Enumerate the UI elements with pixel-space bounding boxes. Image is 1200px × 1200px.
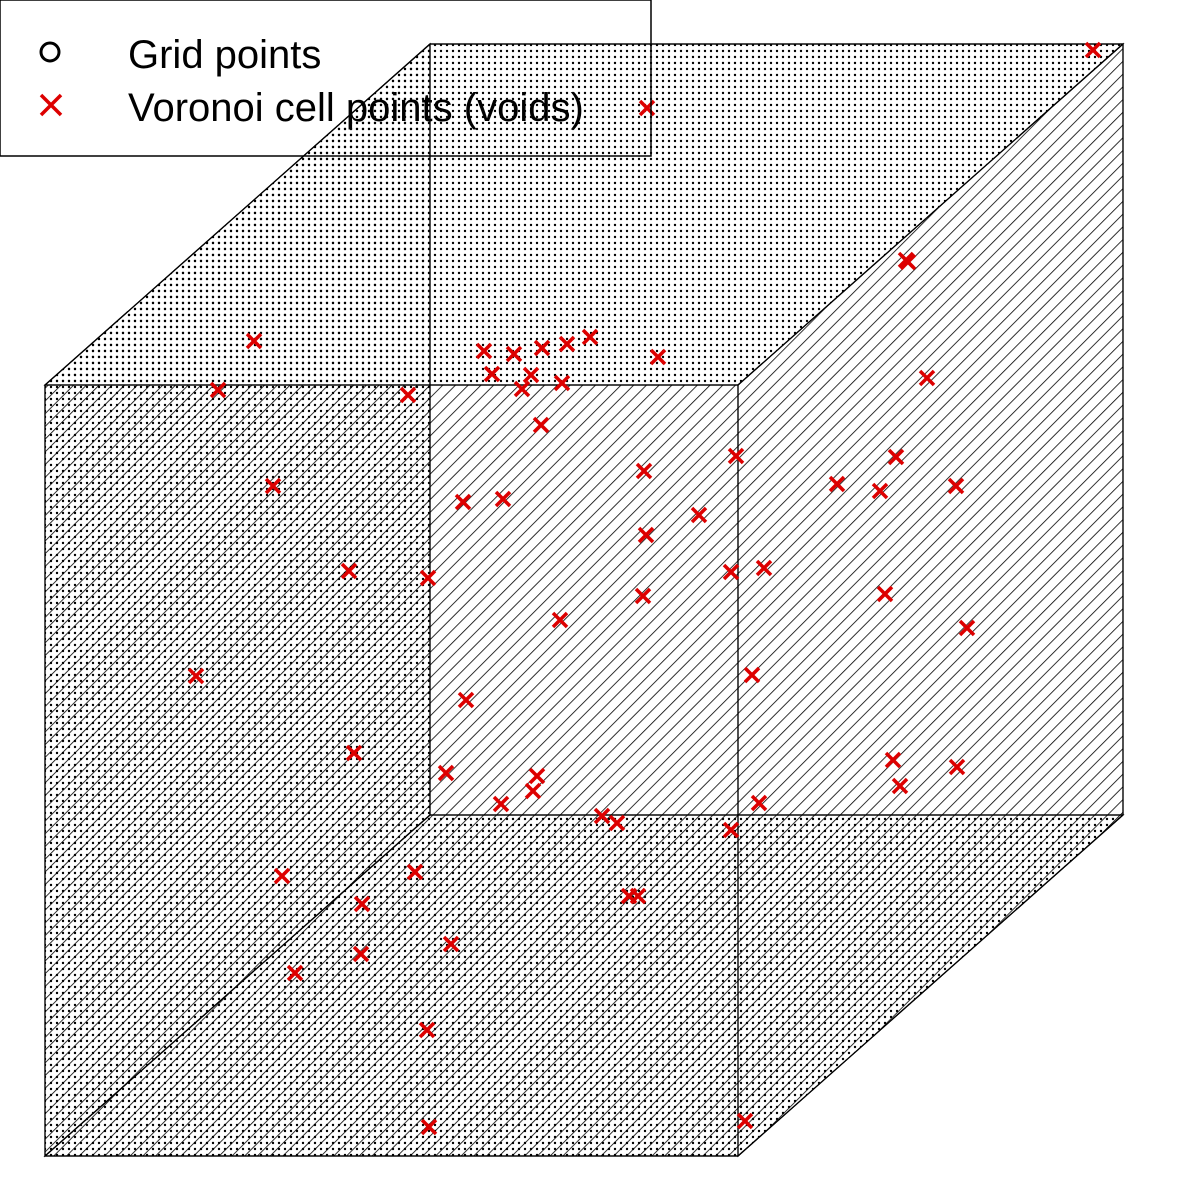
- voronoi-point: [442, 935, 460, 953]
- voronoi-point: [437, 764, 455, 782]
- voronoi-point: [522, 366, 540, 384]
- voronoi-point: [558, 335, 576, 353]
- voronoi-point: [533, 339, 551, 357]
- legend-label-grid-points: Grid points: [128, 33, 321, 77]
- voronoi-point: [918, 369, 936, 387]
- voronoi-point: [505, 345, 523, 363]
- voronoi-point: [492, 795, 510, 813]
- legend-marker-grid-points: [39, 41, 61, 63]
- voronoi-point: [891, 777, 909, 795]
- voronoi-point: [629, 887, 647, 905]
- voronoi-point: [828, 475, 846, 493]
- cube-edge-depth: [737, 814, 1124, 1157]
- voronoi-point: [899, 253, 917, 271]
- voronoi-point: [722, 563, 740, 581]
- voronoi-point: [736, 1112, 754, 1130]
- cube-wireframe: [43, 42, 1125, 1158]
- voronoi-point: [1084, 41, 1102, 59]
- voronoi-point: [264, 477, 282, 495]
- voronoi-point: [634, 587, 652, 605]
- voronoi-point: [722, 821, 740, 839]
- voronoi-point: [209, 381, 227, 399]
- voronoi-point: [876, 585, 894, 603]
- voronoi-point: [494, 490, 512, 508]
- voronoi-point: [454, 493, 472, 511]
- voronoi-point: [635, 462, 653, 480]
- voronoi-point: [457, 691, 475, 709]
- voronoi-point: [947, 477, 965, 495]
- cube-face-front: [44, 384, 739, 1157]
- voronoi-point: [637, 526, 655, 544]
- voronoi-point: [418, 1021, 436, 1039]
- voronoi-point: [743, 666, 761, 684]
- voronoi-point: [871, 482, 889, 500]
- voronoi-point: [245, 332, 263, 350]
- legend-box: [0, 0, 652, 157]
- voronoi-point: [532, 416, 550, 434]
- voronoi-point: [353, 895, 371, 913]
- voronoi-point: [948, 758, 966, 776]
- voronoi-point: [958, 619, 976, 637]
- voronoi-point: [483, 365, 501, 383]
- voronoi-point: [755, 559, 773, 577]
- voronoi-point: [345, 744, 363, 762]
- cube-edge-depth: [737, 43, 1124, 386]
- voronoi-point: [553, 374, 571, 392]
- voronoi-point: [406, 863, 424, 881]
- voronoi-point: [608, 814, 626, 832]
- voronoi-point: [273, 867, 291, 885]
- legend-marker-voronoi: [39, 93, 63, 117]
- voronoi-point: [528, 767, 546, 785]
- legend-label-voronoi: Voronoi cell points (voids): [128, 86, 584, 130]
- voronoi-point: [581, 328, 599, 346]
- legend: Grid points Voronoi cell points (voids): [0, 0, 652, 157]
- voronoi-point: [690, 506, 708, 524]
- voronoi-point: [750, 794, 768, 812]
- voronoi-point: [286, 964, 304, 982]
- cube-edge-depth: [44, 43, 431, 386]
- voronoi-point: [524, 782, 542, 800]
- voronoi-point: [884, 751, 902, 769]
- voronoi-point: [887, 448, 905, 466]
- voronoi-point: [399, 386, 417, 404]
- voronoi-point: [352, 945, 370, 963]
- voronoi-point: [551, 611, 569, 629]
- voronoi-point: [727, 447, 745, 465]
- voronoi-point: [419, 569, 437, 587]
- voronoi-point: [593, 807, 611, 825]
- voronoi-point: [649, 348, 667, 366]
- voronoi-point: [513, 380, 531, 398]
- voronoi-points-layer: [187, 41, 1102, 1136]
- voronoi-point: [187, 667, 205, 685]
- voronoi-point: [340, 562, 358, 580]
- voronoi-point: [420, 1118, 438, 1136]
- cube-edge-depth: [44, 814, 431, 1157]
- voronoi-point: [475, 342, 493, 360]
